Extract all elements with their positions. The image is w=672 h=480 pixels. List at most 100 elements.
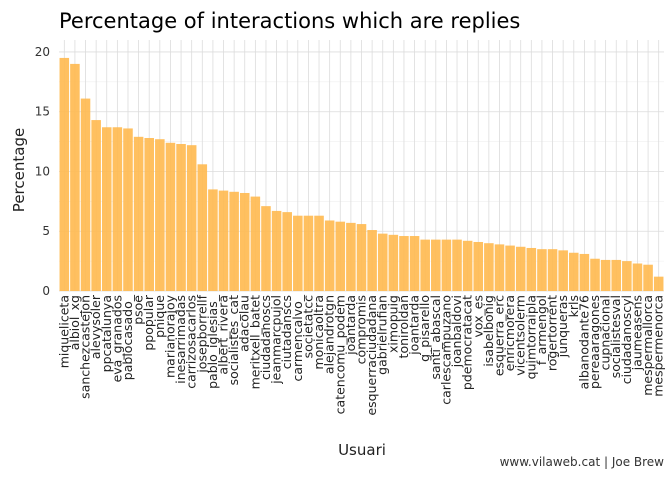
x-tick-label: ciudadanoscyl [619, 295, 634, 384]
x-tick-label: alevysoler [88, 294, 103, 359]
y-axis-title: Percentage [10, 128, 28, 212]
x-tick-label: quimtorraipla [523, 295, 538, 379]
x-tick-label: toniroldan [396, 295, 411, 358]
x-tick-label: albiol_xg [67, 295, 82, 350]
x-tick-label: albanodante76 [576, 295, 591, 389]
bar-jaumeasens [632, 263, 643, 291]
bar-toniroldan [399, 236, 409, 291]
x-tick-label: carlescampuzano [438, 295, 453, 405]
bars [59, 57, 664, 292]
x-tick-label: ciutadanscs [279, 295, 294, 369]
bar-josepborrellf [197, 164, 208, 291]
bar-esquerraciudadana [367, 230, 377, 291]
bar-jeanmarcpujol [271, 210, 282, 291]
bar-pablocasado_ [123, 128, 133, 291]
x-tick-label: isabelbonig [481, 295, 496, 367]
x-tick-label: psoe [131, 295, 146, 325]
bar-alevysoler [91, 120, 101, 291]
x-tick-label: adacolau [237, 295, 252, 352]
x-tick-label: vicentsolerm [513, 295, 528, 376]
bar-esquerra_erc [494, 244, 505, 291]
bar-pnique [155, 139, 165, 291]
bar-pdemocratacat [462, 240, 473, 291]
x-axis-title: Usuari [338, 441, 386, 459]
x-tick-label: f_armengol [534, 295, 549, 365]
bar-mespermallorca [643, 264, 653, 291]
x-tick-label: junqueras [555, 295, 570, 358]
y-tick-label: 0 [42, 284, 50, 298]
chart-caption: www.vilaweb.cat | Joe Brew [500, 455, 665, 469]
x-tick-label: sanchezcastejon [78, 295, 93, 399]
x-tick-label: jaumeasens [629, 295, 644, 371]
x-tick-label: compromis [354, 295, 369, 364]
bar-ximopuig [388, 234, 399, 291]
x-tick-label: socialistes_cat [226, 295, 241, 386]
bar-catencomu_podem [335, 221, 346, 291]
bar-vicentsolerm [515, 246, 526, 291]
x-tick-label: gabrielrufian [375, 295, 390, 375]
x-tick-label: joantarda [343, 295, 358, 356]
bar-rogertorrent [547, 249, 558, 291]
x-tick-label: josepborrellf [194, 294, 209, 373]
x-tick-label: pnique [152, 295, 167, 338]
bar-compromis [356, 224, 367, 291]
x-tick-label: societatcc [300, 295, 315, 359]
bar-socialistes_cat [229, 191, 239, 291]
chart-title: Percentage of interactions which are rep… [59, 9, 520, 33]
x-tick-label: monicaoltra [311, 295, 326, 370]
x-tick-label: rogertorrent [545, 295, 560, 371]
x-tick-label: enricmorera [502, 295, 517, 371]
x-tick-label: carrizosacarlos [184, 295, 199, 389]
bar-f_armengol [537, 249, 547, 291]
bar-cupnacional [600, 259, 611, 291]
x-axis-ticks: miquelicetaalbiol_xgsanchezcastejonalevy… [56, 294, 665, 415]
bar-sanchezcastejon [80, 98, 91, 291]
bar-vox_es [473, 241, 484, 291]
x-tick-label: ppcatalunya [99, 295, 114, 372]
bar-enricmorera [505, 245, 515, 291]
x-tick-label: miqueliceta [56, 295, 71, 368]
x-tick-label: carmencalvo_ [290, 294, 305, 381]
x-tick-label: esquerraciudadana [364, 295, 379, 416]
x-tick-label: cupnacional [598, 295, 613, 370]
bar-pereaaragones [590, 258, 600, 291]
bar-socialistesval [611, 259, 622, 291]
bar-albanodante76 [579, 253, 590, 291]
y-axis-ticks: 0 5 10 15 20 [35, 45, 50, 298]
bar-carmencalvo_ [293, 215, 303, 291]
bar-monicaoltra [314, 215, 324, 291]
x-tick-label: santi_abascal [428, 295, 443, 380]
bar-mespermenorca [653, 276, 664, 291]
x-tick-label: ciudadanoscs [258, 295, 273, 380]
x-tick-label: marianorajoy [162, 294, 177, 378]
bar-gabrielrufian [377, 233, 388, 291]
bar-joanbaldovi [452, 239, 462, 291]
bar-joantarda [346, 222, 356, 291]
x-tick-label: pablo_iglesias_ [205, 294, 220, 389]
bar-quimtorraipla [526, 247, 537, 291]
y-tick-label: 20 [35, 45, 50, 59]
x-tick-label: catencomu_podem [332, 295, 347, 414]
y-tick-label: 15 [35, 105, 50, 119]
x-tick-label: mespermenorca [651, 295, 666, 397]
bar-santi_abascal [431, 239, 441, 291]
x-tick-label: esquerra_erc [491, 295, 506, 376]
x-tick-label: joanbaldovi [449, 295, 464, 368]
x-tick-label: meritxell_batet [247, 295, 262, 389]
bar-ppcatalunya [101, 127, 112, 291]
bar-alejandrotgn [324, 220, 335, 291]
x-tick-label: krls [566, 295, 581, 317]
bar-ciudadanoscs [261, 206, 271, 291]
bar-marianorajoy [165, 142, 176, 291]
bar-adacolau [239, 192, 250, 291]
bar-carrizosacarlos [186, 145, 197, 291]
x-tick-label: alejandrotgn [322, 295, 337, 374]
x-tick-label: albert_rivera [216, 295, 231, 375]
bar-g_pisarello [420, 239, 430, 291]
bar-albiol_xg [70, 63, 80, 292]
bar-meritxell_batet [250, 196, 261, 291]
bar-albert_rivera [218, 190, 229, 291]
x-tick-label: socialistesval [608, 295, 623, 378]
bar-isabelbonig [484, 243, 494, 291]
